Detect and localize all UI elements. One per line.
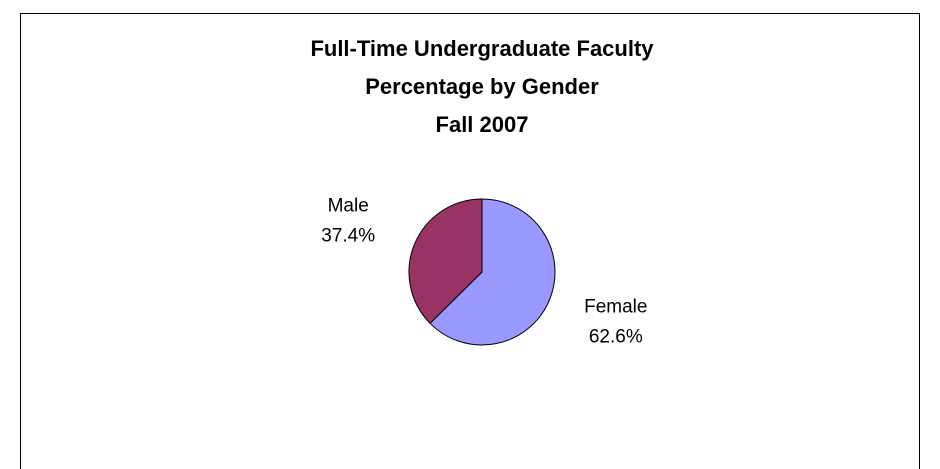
slice-value-label: 62.6% [589,326,643,347]
slice-value-label: 37.4% [321,226,375,247]
slice-label: Male [328,196,369,217]
chart-title: Fall 2007 [436,112,529,137]
chart-title: Full-Time Undergraduate Faculty [310,36,654,61]
pie-slice [408,198,483,325]
chart-title: Percentage by Gender [365,74,599,99]
pie-slice [429,198,556,346]
slice-label: Female [584,296,647,317]
